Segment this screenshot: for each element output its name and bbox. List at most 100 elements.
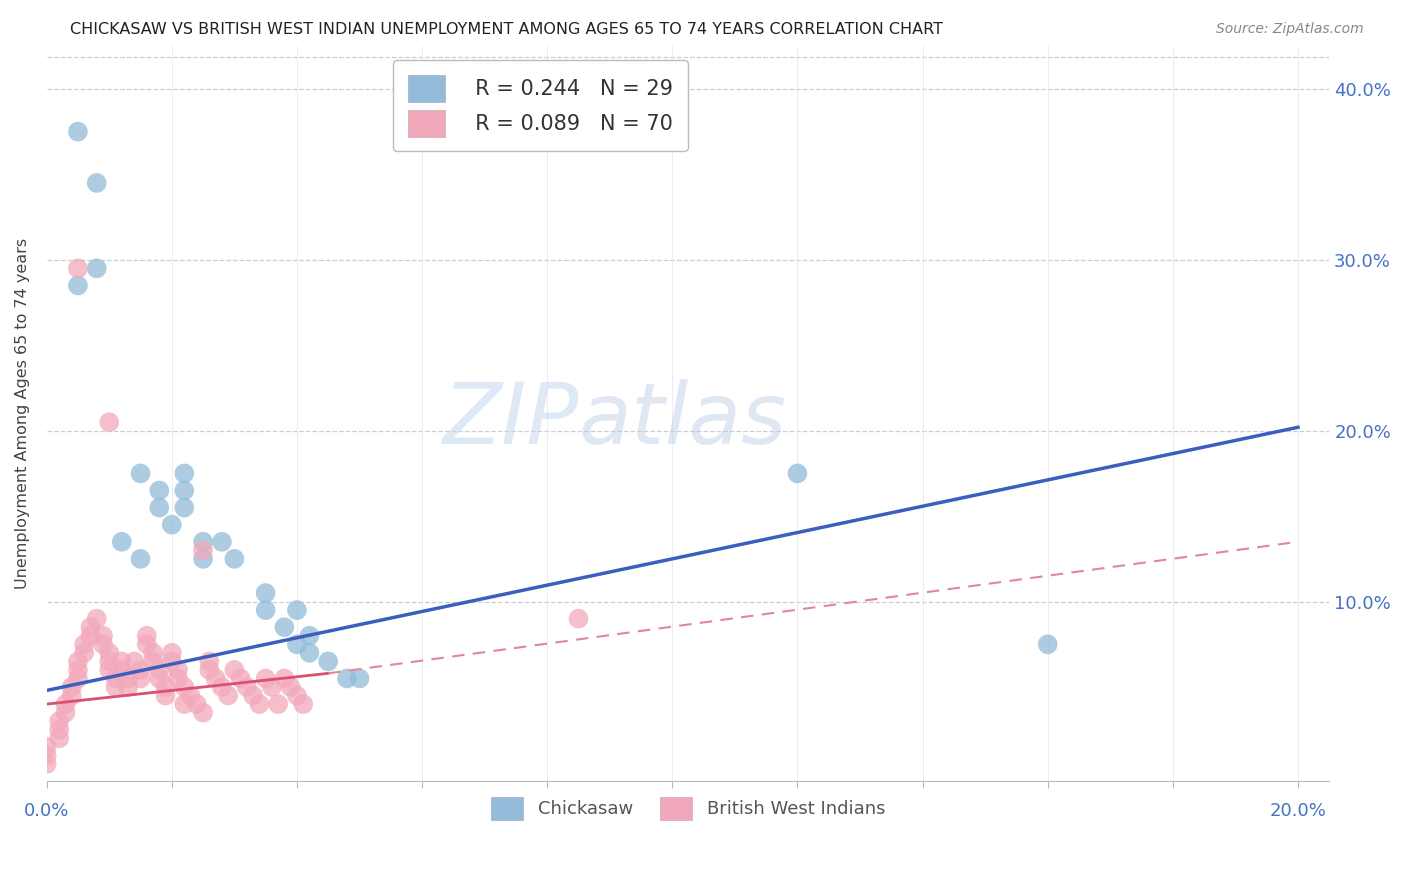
Point	[55, 706, 77, 720]
Point	[148, 672, 170, 686]
Point	[336, 672, 359, 686]
Point	[148, 500, 170, 515]
Point	[117, 680, 139, 694]
Point	[1036, 637, 1059, 651]
Point	[66, 278, 89, 293]
Point	[211, 534, 233, 549]
Point	[198, 663, 221, 677]
Point	[786, 467, 808, 481]
Point	[242, 689, 264, 703]
Point	[349, 672, 371, 686]
Point	[66, 125, 89, 139]
Point	[155, 680, 177, 694]
Point	[86, 612, 108, 626]
Point	[111, 534, 134, 549]
Point	[66, 261, 89, 276]
Point	[224, 663, 246, 677]
Point	[111, 663, 134, 677]
Point	[91, 637, 114, 651]
Point	[224, 552, 246, 566]
Point	[173, 680, 195, 694]
Point	[191, 543, 214, 558]
Point	[148, 663, 170, 677]
Point	[60, 680, 83, 694]
Point	[173, 500, 195, 515]
Point	[142, 646, 165, 660]
Point	[48, 731, 70, 746]
Point	[73, 637, 96, 651]
Point	[173, 467, 195, 481]
Point	[173, 483, 195, 498]
Point	[98, 646, 121, 660]
Point	[229, 672, 252, 686]
Point	[285, 689, 308, 703]
Point	[160, 654, 183, 668]
Point	[273, 620, 295, 634]
Point	[173, 697, 195, 711]
Point	[48, 714, 70, 729]
Point	[191, 534, 214, 549]
Point	[122, 654, 145, 668]
Text: Source: ZipAtlas.com: Source: ZipAtlas.com	[1216, 22, 1364, 37]
Point	[285, 637, 308, 651]
Point	[191, 706, 214, 720]
Point	[211, 680, 233, 694]
Point	[66, 663, 89, 677]
Point	[260, 680, 283, 694]
Point	[567, 612, 589, 626]
Point	[129, 672, 152, 686]
Point	[186, 697, 208, 711]
Text: CHICKASAW VS BRITISH WEST INDIAN UNEMPLOYMENT AMONG AGES 65 TO 74 YEARS CORRELAT: CHICKASAW VS BRITISH WEST INDIAN UNEMPLO…	[70, 22, 943, 37]
Point	[129, 467, 152, 481]
Point	[55, 697, 77, 711]
Point	[104, 680, 127, 694]
Point	[91, 629, 114, 643]
Point	[135, 637, 157, 651]
Point	[247, 697, 270, 711]
Text: 20.0%: 20.0%	[1270, 802, 1326, 820]
Point	[117, 672, 139, 686]
Point	[316, 654, 339, 668]
Point	[60, 689, 83, 703]
Point	[167, 672, 190, 686]
Y-axis label: Unemployment Among Ages 65 to 74 years: Unemployment Among Ages 65 to 74 years	[15, 238, 30, 590]
Point	[66, 672, 89, 686]
Point	[298, 646, 321, 660]
Point	[217, 689, 239, 703]
Legend: Chickasaw, British West Indians: Chickasaw, British West Indians	[484, 789, 893, 827]
Point	[35, 756, 58, 771]
Point	[298, 629, 321, 643]
Point	[280, 680, 302, 694]
Point	[142, 654, 165, 668]
Point	[273, 672, 295, 686]
Point	[254, 672, 277, 686]
Point	[98, 415, 121, 429]
Point	[160, 646, 183, 660]
Point	[35, 748, 58, 763]
Point	[35, 739, 58, 754]
Point	[267, 697, 290, 711]
Point	[98, 654, 121, 668]
Point	[86, 176, 108, 190]
Point	[180, 689, 202, 703]
Point	[104, 672, 127, 686]
Point	[48, 723, 70, 737]
Point	[155, 689, 177, 703]
Point	[86, 261, 108, 276]
Point	[129, 552, 152, 566]
Point	[135, 629, 157, 643]
Point	[254, 603, 277, 617]
Point	[204, 672, 226, 686]
Point	[98, 663, 121, 677]
Point	[198, 654, 221, 668]
Point	[191, 552, 214, 566]
Point	[111, 654, 134, 668]
Point	[79, 629, 101, 643]
Point	[236, 680, 259, 694]
Point	[148, 483, 170, 498]
Point	[129, 663, 152, 677]
Point	[167, 663, 190, 677]
Text: 0.0%: 0.0%	[24, 802, 69, 820]
Point	[73, 646, 96, 660]
Point	[292, 697, 315, 711]
